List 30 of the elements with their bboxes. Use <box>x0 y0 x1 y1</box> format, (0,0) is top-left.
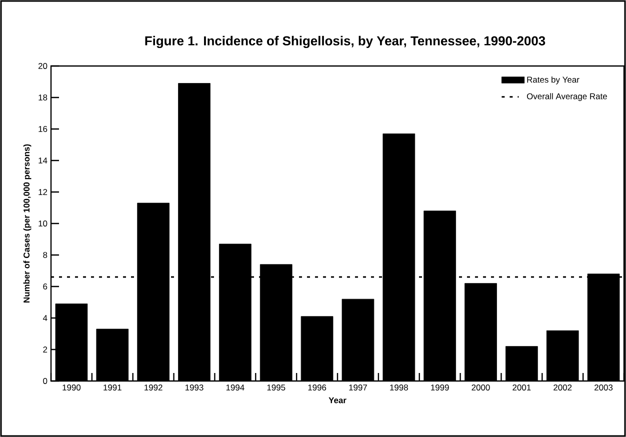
y-axis-title: Number of Cases (per 100,000 persons) <box>23 144 32 302</box>
x-axis-title: Year <box>328 397 346 404</box>
y-tick-label: 6 <box>43 283 48 290</box>
y-tick-label: 18 <box>38 94 48 100</box>
x-tick-label: 1993 <box>185 384 204 390</box>
y-tick-label: 0 <box>43 378 48 384</box>
x-tick-label: 2002 <box>554 384 572 390</box>
y-tick-label: 14 <box>38 158 48 164</box>
x-tick-label: 1990 <box>62 384 81 390</box>
y-tick-label: 2 <box>43 346 48 352</box>
chart-title: Figure 1. Incidence of Shigellosis, by Year, Tennessee, 1990-2003 <box>145 36 546 48</box>
x-tick-label: 2001 <box>512 384 531 390</box>
x-tick-label: 1994 <box>226 384 244 390</box>
y-tick-label: 4 <box>42 315 48 321</box>
y-tick-label: 8 <box>43 252 48 258</box>
x-tick-label: 2000 <box>472 384 490 390</box>
y-tick-label: 20 <box>38 62 48 69</box>
x-tick-label: 1995 <box>267 384 286 390</box>
x-tick-label: 1996 <box>308 384 326 390</box>
x-tick-label: 1991 <box>104 384 122 390</box>
y-tick-label: 16 <box>38 126 48 132</box>
x-tick-label: 1999 <box>431 384 449 390</box>
y-tick-label: 12 <box>38 189 48 195</box>
x-tick-label: 1992 <box>144 384 162 390</box>
x-tick-label: 1997 <box>349 384 367 390</box>
y-tick-label: 10 <box>38 220 48 226</box>
legend-label: Rates by Year <box>527 76 580 84</box>
x-tick-label: 2003 <box>594 384 613 390</box>
legend-label: Overall Average Rate <box>526 93 607 101</box>
x-tick-label: 1998 <box>390 384 408 390</box>
